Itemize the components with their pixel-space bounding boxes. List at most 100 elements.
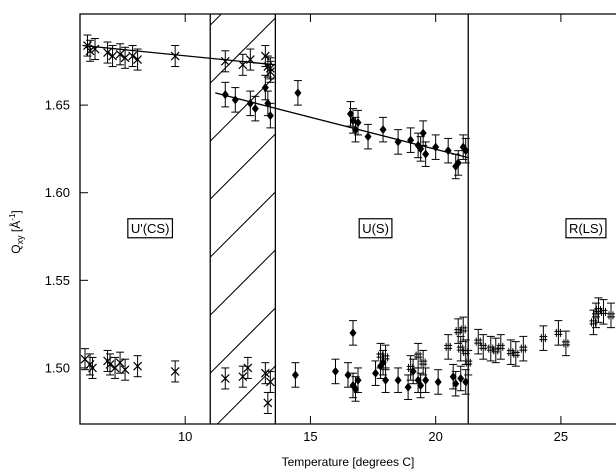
data-point-diamond bbox=[434, 369, 443, 395]
y-axis-title-main: Q bbox=[9, 244, 23, 253]
hatch-line bbox=[274, 423, 276, 424]
data-point-diamond bbox=[421, 141, 430, 167]
data-point-diamond bbox=[221, 81, 230, 108]
data-point-x bbox=[220, 367, 230, 390]
data-point-diamond bbox=[394, 129, 403, 155]
hatch-line bbox=[216, 365, 276, 424]
y-axis-title-unit-sup: -1 bbox=[8, 213, 17, 221]
svg-text:R(LS): R(LS) bbox=[569, 221, 603, 236]
y-axis-title-subscript: xy bbox=[15, 235, 25, 245]
data-point-x bbox=[108, 45, 117, 68]
svg-text:U'(CS): U'(CS) bbox=[131, 221, 170, 236]
data-point-hash bbox=[414, 342, 423, 369]
data-point-x bbox=[238, 53, 248, 76]
data-point-diamond bbox=[419, 120, 428, 146]
data-point-diamond bbox=[349, 108, 358, 134]
data-point-x bbox=[115, 43, 125, 66]
data-point-x bbox=[88, 356, 97, 379]
hatch-line bbox=[209, 191, 276, 258]
data-point-x bbox=[170, 45, 180, 68]
axes-frame bbox=[79, 13, 616, 425]
phase-label: R(LS) bbox=[565, 218, 607, 239]
data-point-x bbox=[245, 48, 255, 71]
data-point-x bbox=[128, 45, 138, 68]
data-point-diamond bbox=[354, 367, 363, 393]
data-point-hash bbox=[381, 344, 390, 371]
data-point-diamond bbox=[421, 367, 430, 393]
data-point-diamond bbox=[444, 137, 453, 164]
hatch-line bbox=[209, 249, 276, 316]
y-axis-title-unit: [Å bbox=[8, 221, 23, 232]
x-tick-label: 25 bbox=[554, 429, 568, 444]
x-tick-label: 15 bbox=[303, 429, 317, 444]
data-point-x bbox=[133, 48, 143, 71]
data-point-x bbox=[265, 60, 275, 83]
data-point-diamond bbox=[454, 150, 463, 176]
data-point-diamond bbox=[261, 74, 270, 101]
data-point-hash bbox=[496, 334, 505, 360]
y-tick-label: 1.60 bbox=[45, 185, 70, 200]
data-point-x bbox=[120, 46, 130, 69]
data-point-hash bbox=[519, 335, 528, 362]
data-point-hash bbox=[561, 330, 570, 357]
data-point-x bbox=[115, 351, 125, 374]
hatch-line bbox=[209, 14, 223, 26]
data-point-diamond bbox=[251, 95, 260, 122]
y-tick-label: 1.50 bbox=[45, 360, 70, 375]
y-tick-label: 1.65 bbox=[45, 98, 70, 113]
data-point-hash bbox=[591, 302, 600, 329]
data-point-diamond bbox=[354, 109, 363, 136]
data-point-x bbox=[110, 356, 120, 379]
phase-label: U'(CS) bbox=[127, 218, 174, 239]
data-point-diamond bbox=[461, 369, 470, 395]
x-tick-label: 10 bbox=[178, 429, 192, 444]
data-point-x bbox=[220, 50, 230, 73]
y-axis-title-unit-close: ] bbox=[9, 210, 23, 213]
data-point-diamond bbox=[379, 116, 388, 143]
data-point-diamond bbox=[351, 376, 360, 402]
data-point-hash bbox=[444, 334, 453, 360]
data-point-x bbox=[103, 41, 112, 64]
data-point-hash bbox=[474, 328, 483, 355]
data-point-x bbox=[265, 370, 275, 393]
x-tick-label: 20 bbox=[428, 429, 442, 444]
data-point-hash bbox=[459, 316, 468, 343]
data-point-hash bbox=[491, 337, 500, 364]
hatch-line bbox=[209, 307, 276, 374]
y-tick-label: 1.55 bbox=[45, 273, 70, 288]
data-point-diamond bbox=[451, 370, 460, 397]
data-point-hash bbox=[606, 302, 615, 329]
phase-label: U(S) bbox=[358, 218, 393, 239]
data-point-x bbox=[170, 360, 180, 383]
data-point-diamond bbox=[416, 372, 425, 399]
data-point-x bbox=[105, 353, 115, 376]
svg-text:U(S): U(S) bbox=[362, 221, 389, 236]
data-point-diamond bbox=[456, 365, 465, 392]
data-point-diamond bbox=[349, 320, 358, 346]
hatched-region bbox=[209, 14, 276, 424]
data-point-x bbox=[120, 358, 130, 381]
hatch-line bbox=[209, 133, 276, 200]
data-point-hash bbox=[554, 320, 563, 346]
data-point-diamond bbox=[291, 362, 300, 388]
axes: 10 15 20 25 1.50 1.55 1.60 1.65 bbox=[45, 13, 616, 444]
data-point-diamond bbox=[461, 137, 470, 164]
x-axis-title: Temperature [degrees C] bbox=[282, 455, 415, 469]
data-point-diamond bbox=[344, 362, 352, 388]
data-point-diamond bbox=[431, 134, 440, 160]
data-point-diamond bbox=[293, 80, 302, 106]
data-point-diamond bbox=[394, 367, 403, 393]
data-point-diamond bbox=[371, 360, 380, 386]
data-point-hash bbox=[406, 355, 415, 381]
data-point-x bbox=[90, 38, 100, 61]
y-axis-title: Qxy [Å-1] bbox=[8, 210, 25, 254]
data-point-x bbox=[243, 356, 253, 379]
data-point-x bbox=[85, 39, 95, 62]
data-point-hash bbox=[419, 349, 428, 376]
data-point-hash bbox=[479, 334, 488, 360]
data-point-diamond bbox=[406, 127, 415, 153]
data-point-diamond bbox=[246, 90, 255, 117]
data-point-diamond bbox=[331, 358, 340, 385]
data-points bbox=[80, 34, 615, 414]
